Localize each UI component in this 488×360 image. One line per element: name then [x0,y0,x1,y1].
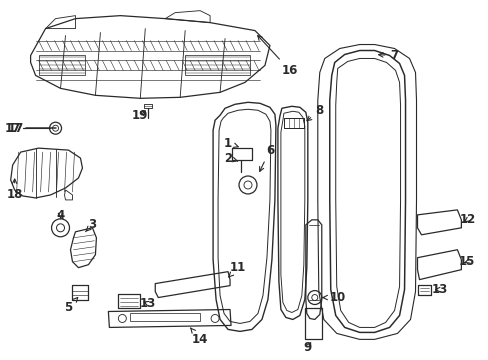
Text: 15: 15 [458,255,475,268]
Text: 10: 10 [323,291,345,304]
Text: 18: 18 [6,179,23,202]
Text: 17: 17 [4,122,21,135]
Text: 8: 8 [306,104,323,121]
Text: 13: 13 [140,297,156,310]
Text: 7: 7 [378,49,398,62]
Text: 13: 13 [430,283,447,296]
Text: 14: 14 [190,328,208,346]
Bar [130,314,200,321]
Text: 2: 2 [224,152,237,165]
Text: 19: 19 [132,109,148,122]
Text: 17: 17 [7,122,24,135]
Text: 4: 4 [56,210,64,222]
Text: 16: 16 [257,36,298,77]
Text: 9: 9 [303,341,311,354]
Text: 12: 12 [458,213,474,226]
Text: 1: 1 [224,137,238,150]
Text: 11: 11 [228,261,245,277]
Text: 5: 5 [64,297,78,314]
Text: 3: 3 [85,218,96,232]
Text: 6: 6 [259,144,273,171]
